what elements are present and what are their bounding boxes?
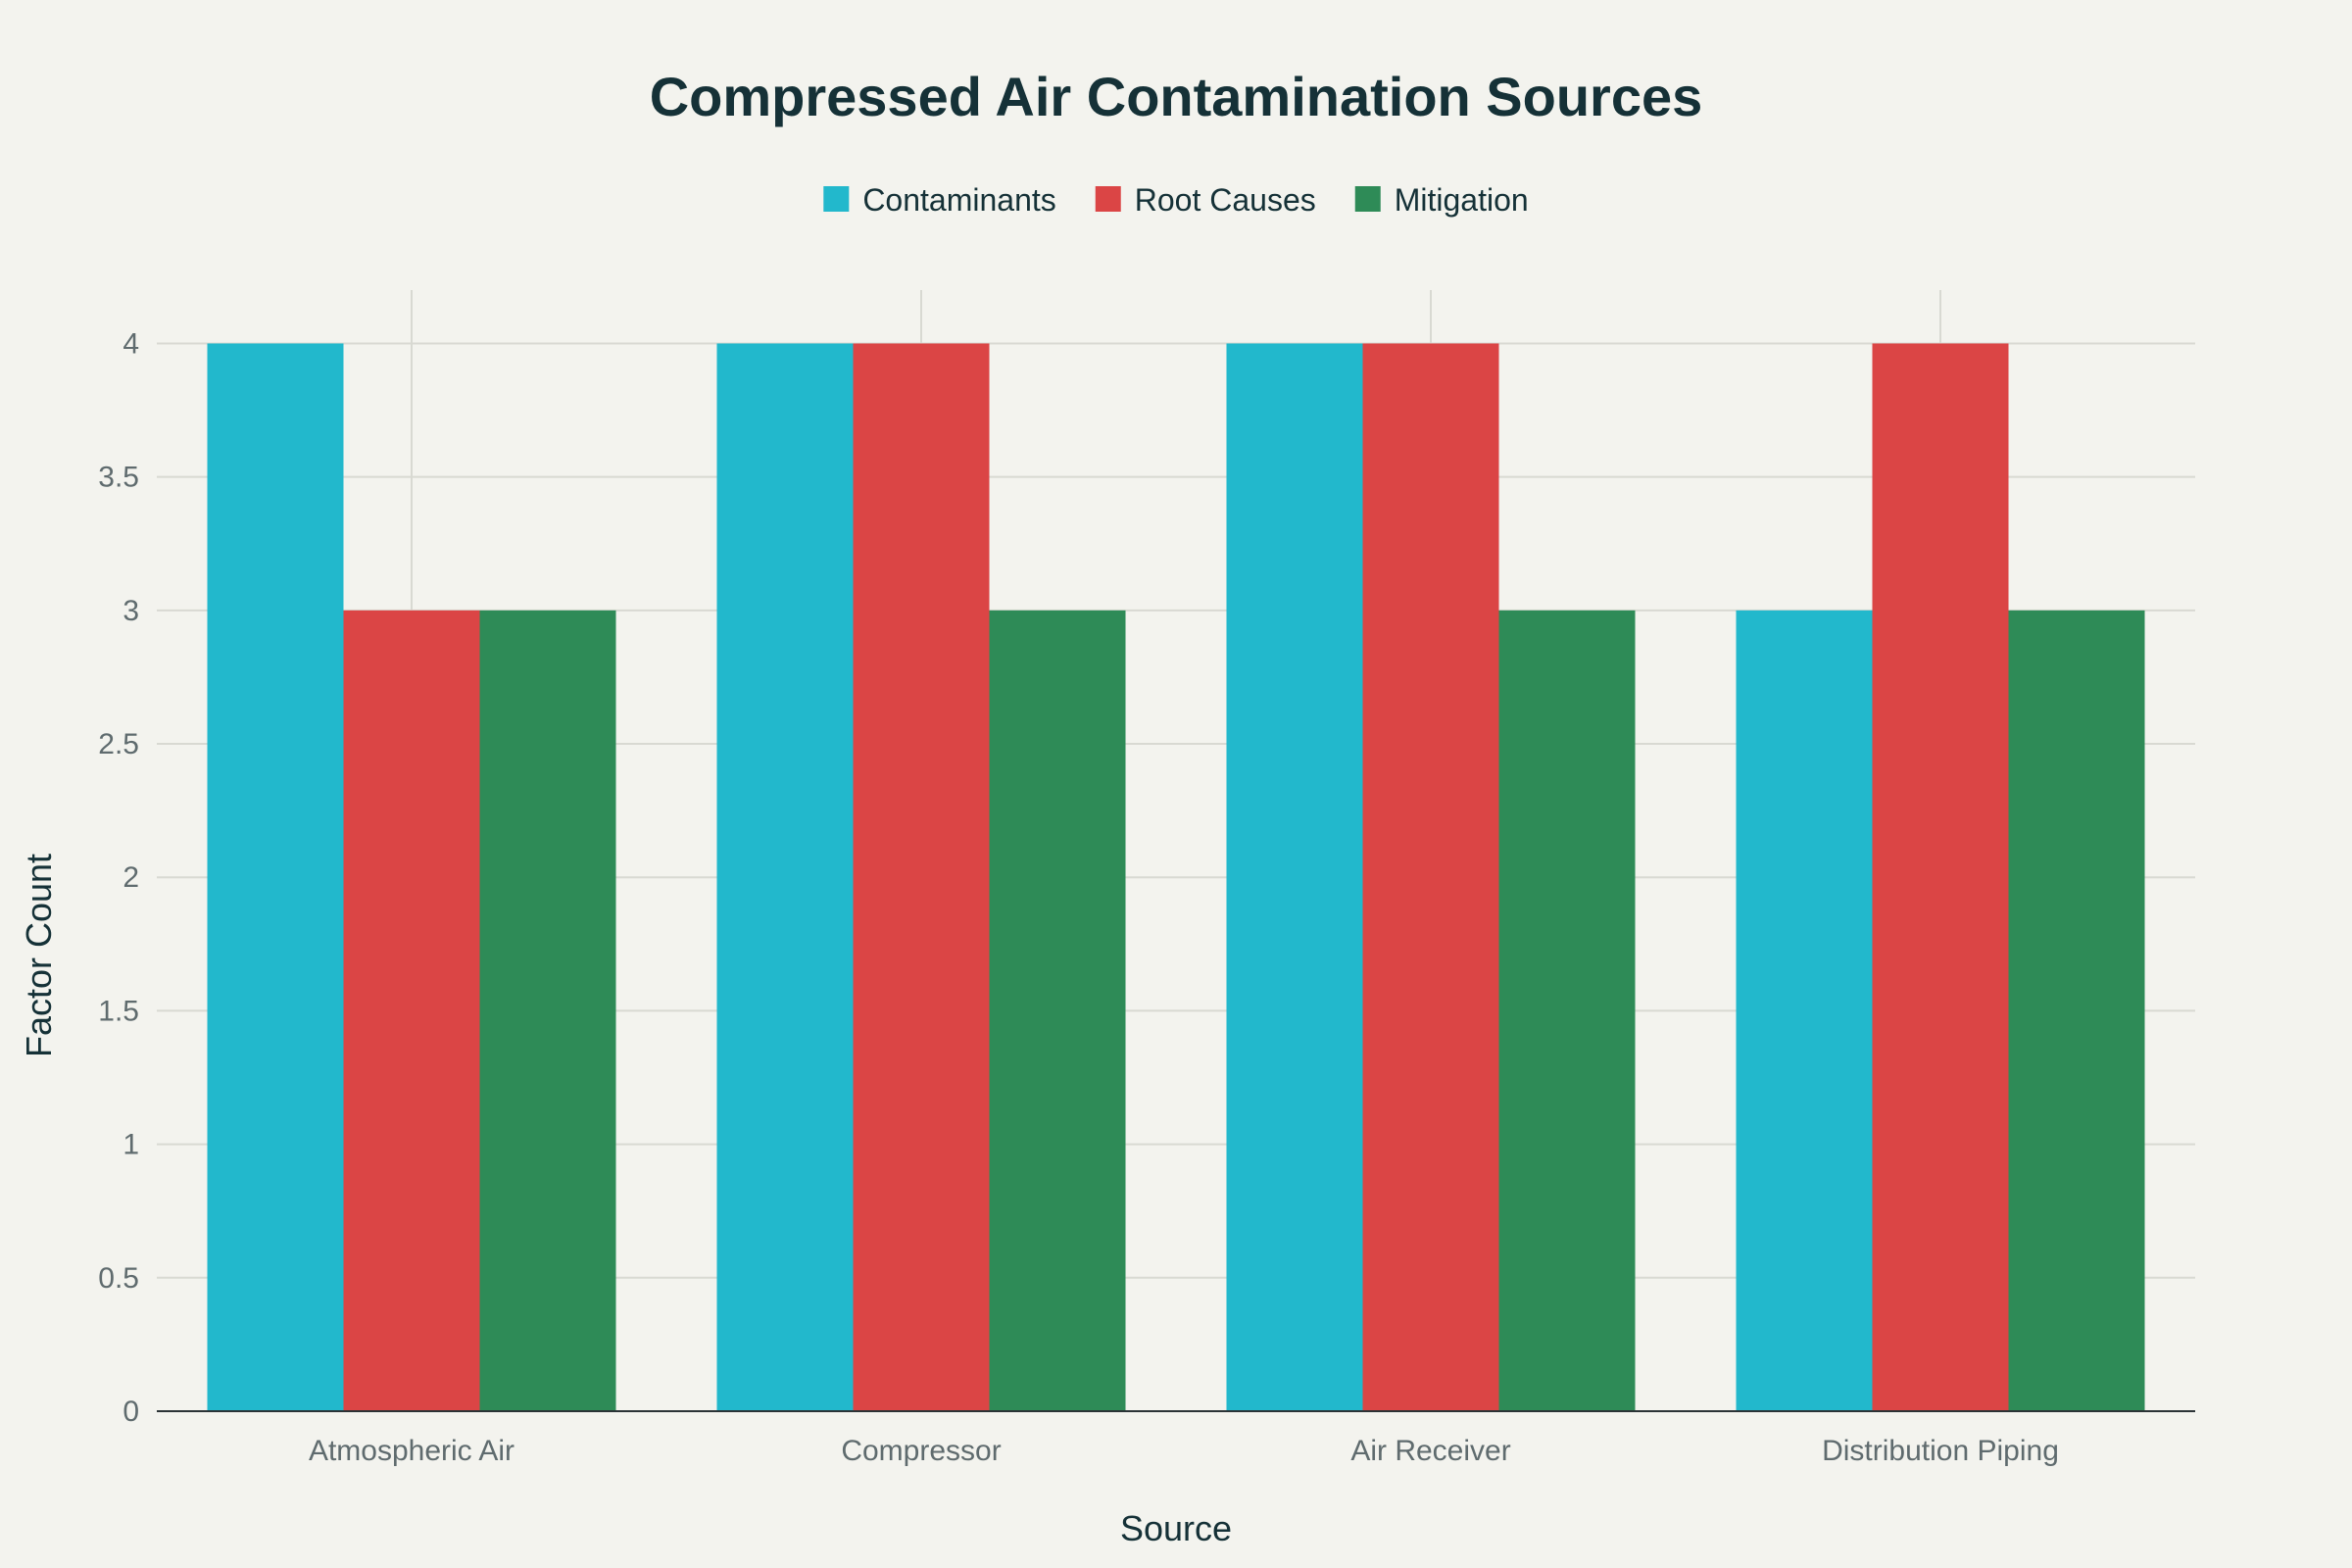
y-tick-label: 3 — [122, 595, 139, 627]
bar-mitigation[interactable] — [1498, 610, 1636, 1411]
legend-item-contaminants[interactable]: Contaminants — [823, 182, 1056, 218]
legend-swatch — [1095, 186, 1121, 212]
chart-title: Compressed Air Contamination Sources — [650, 66, 1703, 127]
legend-label: Contaminants — [862, 182, 1055, 218]
y-tick-label: 2.5 — [98, 728, 139, 760]
legend-swatch — [823, 186, 850, 212]
legend-item-mitigation[interactable]: Mitigation — [1354, 182, 1529, 218]
y-tick-label: 1 — [122, 1129, 139, 1161]
bar-root-causes[interactable] — [1362, 343, 1499, 1411]
x-tick-label: Distribution Piping — [1822, 1435, 2059, 1467]
legend-item-root-causes[interactable]: Root Causes — [1095, 182, 1316, 218]
x-tick-label: Compressor — [841, 1435, 1001, 1467]
legend: Contaminants Root Causes Mitigation — [823, 182, 1529, 218]
y-tick-label: 1.5 — [98, 995, 139, 1027]
bar-root-causes[interactable] — [343, 610, 480, 1411]
bar-root-causes[interactable] — [1872, 343, 2009, 1411]
legend-label: Root Causes — [1135, 182, 1316, 218]
x-tick-label: Air Receiver — [1350, 1435, 1510, 1467]
bar-mitigation[interactable] — [479, 610, 616, 1411]
legend-swatch — [1354, 186, 1381, 212]
y-tick-label: 3.5 — [98, 462, 139, 494]
x-tick-label: Atmospheric Air — [309, 1435, 514, 1467]
legend-label: Mitigation — [1395, 182, 1529, 218]
x-axis-title: Source — [1120, 1508, 1232, 1548]
y-tick-label: 4 — [122, 327, 139, 360]
bar-mitigation[interactable] — [2008, 610, 2145, 1411]
bars-layer — [207, 343, 2145, 1411]
bar-contaminants[interactable] — [207, 343, 344, 1411]
bar-contaminants[interactable] — [1226, 343, 1363, 1411]
bar-mitigation[interactable] — [989, 610, 1126, 1411]
bar-contaminants[interactable] — [716, 343, 854, 1411]
y-tick-label: 2 — [122, 861, 139, 894]
y-tick-label: 0 — [122, 1396, 139, 1428]
y-axis-title: Factor Count — [19, 854, 59, 1057]
bar-contaminants[interactable] — [1736, 610, 1873, 1411]
axis-layer: 0 0.5 1 1.5 2 2.5 3 3.5 4 Atmospheric Air Compress… — [98, 327, 2195, 1467]
bar-root-causes[interactable] — [853, 343, 990, 1411]
y-tick-label: 0.5 — [98, 1262, 139, 1295]
